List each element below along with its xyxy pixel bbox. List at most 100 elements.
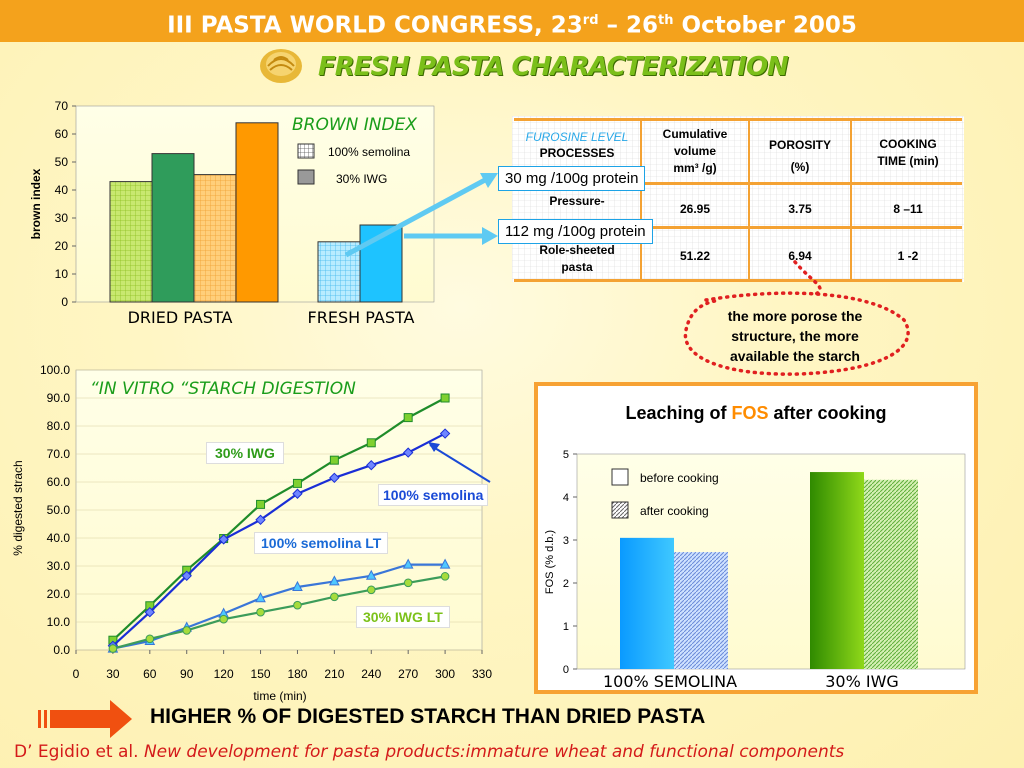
- brown-index-ytick-label: 0: [61, 295, 68, 309]
- row2-volume: 51.22: [679, 249, 711, 263]
- legend-label-iwg: 30% IWG: [336, 172, 387, 186]
- brown-index-ytick-label: 70: [55, 99, 69, 113]
- conclusion-arrow-icon: [38, 700, 132, 738]
- legend-swatch-iwg: [297, 169, 315, 185]
- brown-index-ytick-label: 60: [55, 127, 69, 141]
- slide-subtitle: FRESH PASTA CHARACTERIZATION: [318, 52, 789, 82]
- digestion-point: [107, 642, 119, 653]
- digestion-point: [402, 558, 414, 569]
- digestion-point: [181, 570, 192, 582]
- digestion-xtick-label: 30: [106, 667, 120, 681]
- digestion-point: [403, 578, 413, 588]
- digestion-xtick-label: 60: [143, 667, 157, 681]
- label-pointer-semolina: [429, 444, 491, 483]
- digestion-point: [145, 634, 155, 644]
- digestion-point: [218, 534, 229, 545]
- legend-label-semolina: 100% semolina: [328, 145, 410, 159]
- digestion-ytick-label: 20.0: [47, 587, 71, 601]
- brown-index-title: BROWN INDEX: [292, 115, 417, 135]
- brown-index-bar: [193, 174, 237, 303]
- digestion-point: [330, 592, 339, 602]
- series-label-iwg: 30% IWG: [206, 442, 284, 464]
- series-label-semolina: 100% semolina: [378, 484, 489, 506]
- callout-furosine-fresh: 112 mg /100g protein: [498, 219, 653, 244]
- legend-swatch-semolina: [297, 143, 315, 159]
- header-cumulative-volume: Cumulative volume mm³ /g): [662, 127, 728, 175]
- digestion-ytick-label: 30.0: [47, 559, 71, 573]
- digestion-xtick-label: 270: [398, 667, 418, 681]
- digestion-point: [182, 626, 192, 635]
- brown-index-bar: [109, 181, 153, 303]
- digestion-ytick-label: 50.0: [47, 503, 71, 517]
- digestion-point: [439, 558, 451, 569]
- brown-index-bar: [317, 241, 361, 303]
- digestion-xtick-label: 330: [472, 667, 492, 681]
- digestion-xtick-label: 240: [361, 667, 381, 681]
- row1-cooking: 8 –11: [893, 202, 923, 216]
- digestion-point: [181, 621, 193, 632]
- brown-index-ytick-label: 30: [55, 211, 69, 225]
- series-label-semolina-lt: 100% semolina LT: [254, 532, 389, 554]
- brown-index-ytick-label: 10: [55, 267, 69, 281]
- digestion-xtick-label: 120: [214, 667, 234, 681]
- callout-furosine-dried: 30 mg /100g protein: [498, 166, 646, 191]
- digestion-point: [439, 428, 451, 439]
- digestion-title: “IN VITRO “STARCH DIGESTION: [90, 379, 356, 399]
- digestion-point: [329, 472, 340, 484]
- digestion-point: [145, 601, 155, 611]
- digestion-point: [108, 635, 118, 645]
- header-processes: PROCESSES: [539, 146, 615, 160]
- fos-chart-panel: [534, 382, 978, 694]
- digestion-ytick-label: 70.0: [47, 447, 71, 461]
- brown-index-bar: [235, 122, 279, 303]
- digestion-xtick-label: 90: [180, 667, 194, 681]
- process-table: FUROSINE LEVEL PROCESSES Cumulative volum…: [512, 116, 964, 282]
- digestion-point: [402, 447, 414, 458]
- digestion-ytick-label: 80.0: [47, 419, 71, 433]
- digestion-point: [107, 640, 119, 652]
- digestion-ytick-label: 100.0: [40, 363, 70, 377]
- digestion-point: [219, 614, 228, 624]
- brown-index-ytick-label: 50: [55, 155, 69, 169]
- brown-index-ylabel: brown index: [29, 168, 43, 239]
- digestion-point: [255, 514, 266, 526]
- digestion-ytick-label: 40.0: [47, 531, 71, 545]
- reference-citation: D’ Egidio et al. New development for pas…: [14, 742, 845, 762]
- digestion-ylabel: % digested strach: [11, 460, 25, 555]
- row1-volume: 26.95: [679, 202, 711, 216]
- digestion-point: [218, 607, 229, 618]
- digestion-point: [366, 459, 377, 471]
- digestion-point: [108, 644, 118, 653]
- digestion-ytick-label: 90.0: [47, 391, 71, 405]
- digestion-point: [366, 438, 376, 448]
- digestion-xtick-label: 300: [435, 667, 455, 681]
- arrowhead-2: [482, 227, 498, 245]
- digestion-point: [144, 606, 156, 618]
- digestion-point: [219, 534, 229, 544]
- digestion-ytick-label: 10.0: [47, 615, 71, 629]
- digestion-point: [144, 634, 156, 646]
- furosine-level-label: FUROSINE LEVEL: [525, 130, 629, 144]
- row2-cooking: 1 -2: [897, 249, 919, 263]
- brown-index-bar: [359, 224, 403, 303]
- digestion-point: [256, 607, 265, 617]
- row2-process: Role-sheeted pasta: [539, 243, 615, 274]
- digestion-ytick-label: 60.0: [47, 475, 71, 489]
- header-cooking-time: COOKING TIME (min): [877, 137, 939, 168]
- digestion-point: [366, 585, 376, 595]
- label-pointer-head: [428, 442, 440, 452]
- digestion-point: [292, 488, 303, 499]
- digestion-point: [365, 569, 377, 580]
- slide-title: III PASTA WORLD CONGRESS, 23rd – 26th Oc…: [0, 0, 1024, 42]
- row1-process: Pressure-: [549, 194, 605, 208]
- digestion-point: [292, 478, 302, 488]
- digestion-point: [329, 575, 340, 586]
- group-label-fresh: FRESH PASTA: [308, 308, 415, 327]
- digestion-point: [403, 413, 413, 423]
- digestion-xtick-label: 0: [73, 667, 80, 681]
- header-porosity: POROSITY (%): [768, 138, 831, 174]
- row1-porosity: 3.75: [788, 202, 812, 216]
- digestion-xtick-label: 180: [287, 667, 307, 681]
- group-label-dried: DRIED PASTA: [128, 308, 233, 327]
- digestion-ytick-label: 0.0: [53, 643, 70, 657]
